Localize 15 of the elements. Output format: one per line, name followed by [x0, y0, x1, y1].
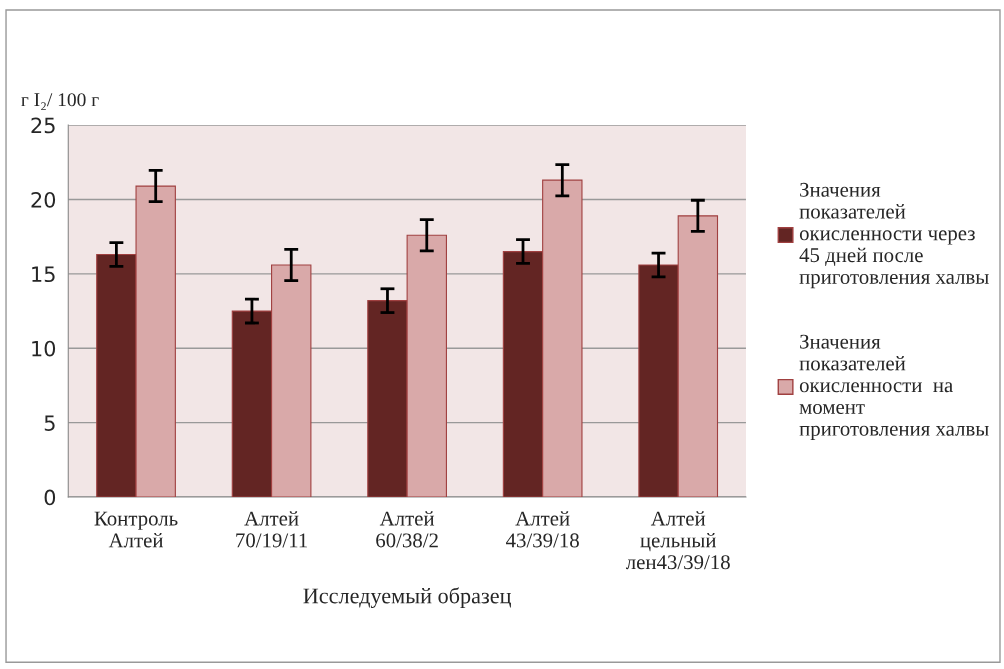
- y-tick-label: 5: [44, 415, 55, 431]
- legend-label: Значения показателей окисленности через 45 дней после приготовления халвы: [799, 182, 989, 289]
- x-tick-label: Контроль Алтей: [94, 511, 178, 548]
- y-axis-title: г I₂/ 100 г: [21, 93, 99, 111]
- x-tick-label: Алтей цельный лен43/39/18: [625, 511, 730, 570]
- x-axis-title: Исследуемый образец: [303, 587, 511, 609]
- y-tick-label: 25: [31, 117, 55, 134]
- x-tick-label: Алтей 70/19/11: [236, 511, 307, 548]
- y-tick-label: 10: [32, 340, 56, 357]
- y-tick-label: 20: [31, 191, 56, 208]
- y-tick-label: 0: [44, 489, 56, 506]
- x-tick-label: Алтей 43/39/18: [506, 511, 579, 548]
- y-tick-label: 15: [32, 266, 55, 283]
- legend-label: Значения показателей окисленности на момент приготовления халвы: [799, 334, 989, 441]
- x-tick-label: Алтей 60/38/2: [376, 511, 438, 548]
